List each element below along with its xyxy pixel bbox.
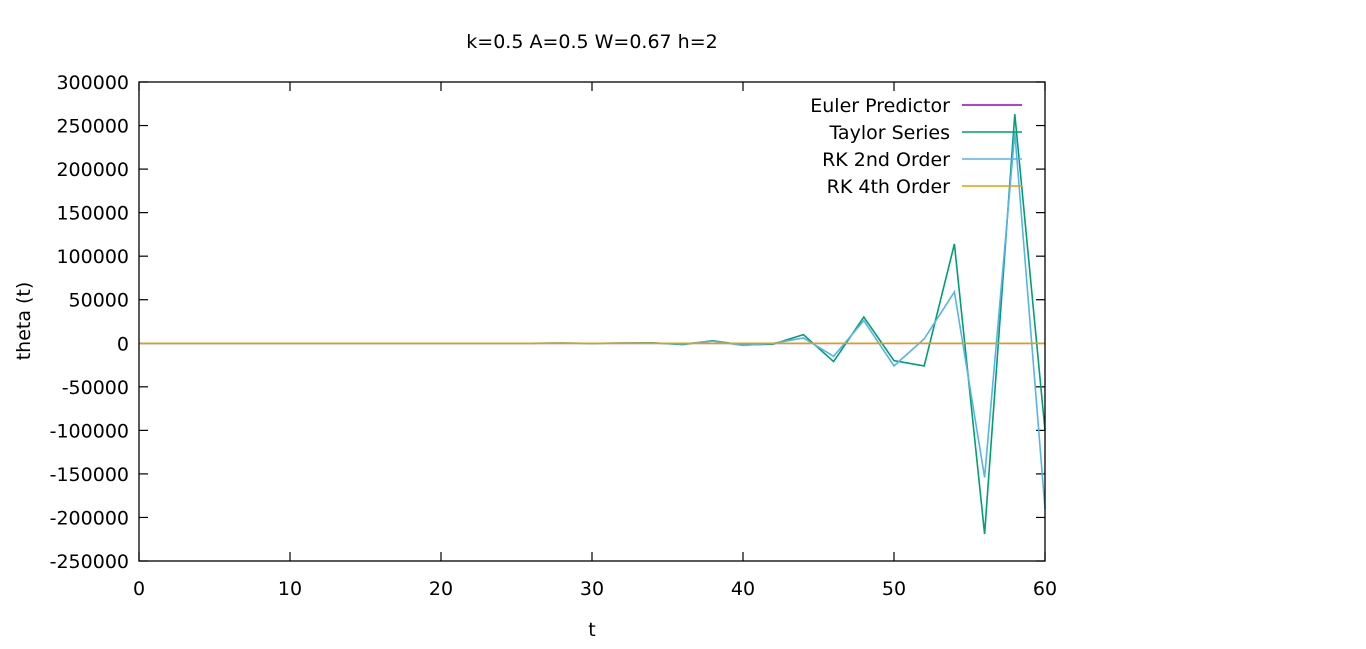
y-tick-label: 300000 xyxy=(56,72,129,94)
x-tick-label: 10 xyxy=(278,578,302,600)
y-tick-label: 150000 xyxy=(56,203,129,225)
y-tick-label: 50000 xyxy=(69,290,129,312)
y-axis-label: theta (t) xyxy=(13,282,35,361)
plot-frame xyxy=(138,81,1046,562)
legend-label-euler-predictor: Euler Predictor xyxy=(810,95,950,117)
y-tick-label: 200000 xyxy=(56,159,129,181)
legend-label-rk-4th-order: RK 4th Order xyxy=(827,176,951,198)
x-tick-label: 50 xyxy=(882,578,906,600)
x-axis-label: t xyxy=(588,619,595,641)
y-tick-label: 0 xyxy=(117,333,129,355)
y-tick-label: -50000 xyxy=(62,377,129,399)
series-layer xyxy=(139,114,1046,535)
y-tick-label: -100000 xyxy=(50,420,129,442)
x-tick-label: 40 xyxy=(731,578,755,600)
legend-label-taylor-series: Taylor Series xyxy=(828,122,950,144)
chart-title: k=0.5 A=0.5 W=0.67 h=2 xyxy=(466,31,717,53)
y-tick-label: 100000 xyxy=(56,246,129,268)
y-tick-label: -150000 xyxy=(50,464,129,486)
x-tick-label: 30 xyxy=(580,578,604,600)
x-tick-label: 20 xyxy=(429,578,453,600)
y-tick-label: -250000 xyxy=(50,551,129,573)
legend: Euler Predictor Taylor Series RK 2nd Order… xyxy=(810,95,1022,198)
x-axis-ticks: 0 10 20 30 40 50 60 xyxy=(133,82,1057,600)
y-tick-label: -200000 xyxy=(50,507,129,529)
x-tick-label: 0 xyxy=(133,578,145,600)
y-axis-ticks: -250000 -200000 -150000 -100000 -50000 0 50000… xyxy=(50,72,1045,573)
x-tick-label: 60 xyxy=(1033,578,1057,600)
y-tick-label: 250000 xyxy=(56,116,129,138)
legend-label-rk-2nd-order: RK 2nd Order xyxy=(822,149,950,171)
